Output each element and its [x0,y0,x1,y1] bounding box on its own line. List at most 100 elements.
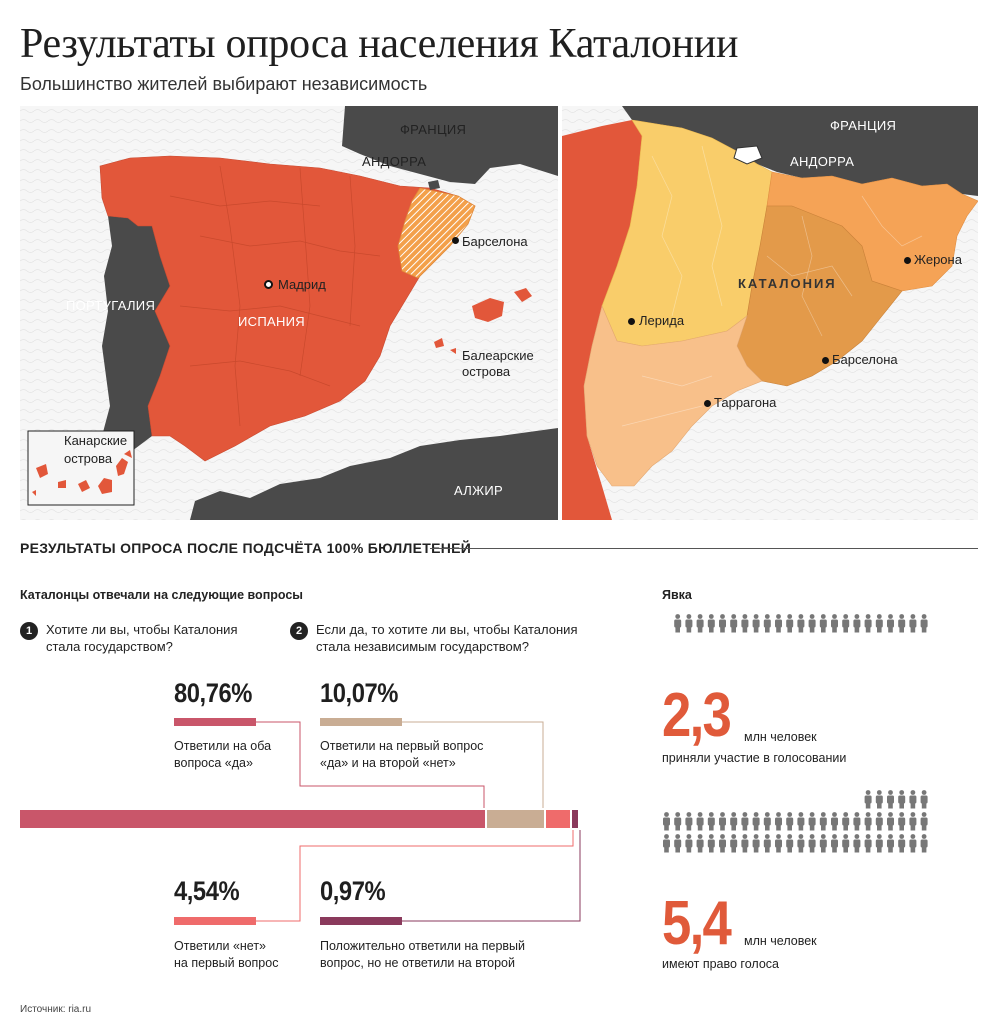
participated-number: 2,3 [662,681,732,750]
person-icon [853,812,861,831]
person-icon [663,834,670,853]
label-girona: Жерона [914,252,962,267]
andorra-shape-right [733,145,763,165]
person-icon [741,812,749,831]
person-icon [864,812,872,831]
person-icon [831,834,838,853]
person-icon [909,614,917,633]
label-madrid: Мадрид [278,277,326,292]
person-icon [898,790,906,809]
map-catalonia: ФРАНЦИЯ АНДОРРА КАТАЛОНИЯ Жерона Лерида … [562,106,978,520]
label-canary-1: Канарские [64,433,128,448]
participated-caption: приняли участие в голосовании [662,751,847,765]
person-icon [864,790,872,809]
label-andorra-right: АНДОРРА [790,154,855,169]
maps-area: ФРАНЦИЯ АНДОРРА Барселона Мадрид ИСПАНИЯ… [20,106,978,520]
label-barcelona-right: Барселона [832,352,898,367]
label-lleida: Лерида [639,313,685,328]
person-icon [875,812,883,831]
person-icon [864,614,872,633]
results-stacked-bar [20,810,580,828]
person-icon [763,834,771,853]
person-icon [707,834,715,853]
label-spain: ИСПАНИЯ [238,314,305,329]
city-dot-lleida [628,318,635,325]
bar-segment-1 [20,810,486,828]
portugal-shape [102,216,170,451]
person-icon [831,812,838,831]
person-icon [887,812,894,831]
label-barcelona-left: Барселона [462,234,528,249]
person-icon [887,790,894,809]
label-portugal: ПОРТУГАЛИЯ [66,298,156,313]
answer-1-percent: 80,76% [174,678,252,708]
balearic-islands [434,288,532,354]
answer-3-description: Ответили «нет» на первый вопрос [174,938,414,972]
question-1-number: 1 [20,622,38,640]
person-icon [730,812,738,831]
answer-3-line-1: Ответили «нет» [174,939,267,953]
person-icon [685,834,693,853]
person-icon [920,790,928,809]
question-1-line-2: стала государством? [46,639,173,654]
person-icon [875,790,883,809]
answer-3-swatch [174,917,256,925]
answer-4-description: Положительно ответили на первый вопрос, … [320,938,600,972]
question-2-number: 2 [290,622,308,640]
person-icon [898,812,906,831]
bar-segment-3 [546,810,571,828]
person-icon [786,812,794,831]
turnout-heading: Явка [662,588,692,602]
answer-2-line-1: Ответили на первый вопрос [320,739,484,753]
person-icon [853,834,861,853]
page-subtitle: Большинство жителей выбирают независимос… [20,74,428,94]
person-icon [719,614,726,633]
person-icon [696,614,704,633]
bar-segment-4 [572,810,578,828]
person-icon [752,834,760,853]
person-icon [719,812,726,831]
person-icon [663,812,670,831]
answer-4-swatch [320,917,402,925]
participated-unit: млн человек [744,730,817,744]
questions-heading: Каталонцы отвечали на следующие вопросы [20,588,303,602]
person-icon [875,834,883,853]
answer-4-line-1: Положительно ответили на первый [320,939,526,953]
person-icon [707,614,715,633]
person-icon [775,834,782,853]
person-icon [719,834,726,853]
question-2-line-1: Если да, то хотите ли вы, чтобы Каталони… [316,622,578,637]
map-catalonia-svg [562,106,978,520]
answer-2-description: Ответили на первый вопрос «да» и на втор… [320,738,560,772]
label-tarragona: Таррагона [714,395,777,410]
question-2-text: Если да, то хотите ли вы, чтобы Каталони… [316,621,636,655]
answer-3-percent: 4,54% [174,876,240,906]
answer-1-swatch [174,718,256,726]
person-icon [887,834,894,853]
person-icon [741,834,749,853]
person-icon [775,614,782,633]
france-shape-right [622,106,978,196]
answer-1-line-2: вопроса «да» [174,756,253,770]
canary-islands [32,450,132,496]
africa-shape [190,428,558,520]
label-france-right: ФРАНЦИЯ [830,118,897,133]
person-icon [674,834,682,853]
person-icon [898,834,906,853]
catalonia-shape [397,187,476,279]
person-icon [808,834,816,853]
person-icon [674,812,682,831]
label-catalonia: КАТАЛОНИЯ [738,276,837,291]
map-spain-svg [20,106,558,520]
answer-2-line-2: «да» и на второй «нет» [320,756,456,770]
eligible-people-icons [663,790,928,853]
person-icon [685,614,693,633]
question-1-line-1: Хотите ли вы, чтобы Каталония [46,622,238,637]
label-balearic-1: Балеарские [462,348,534,363]
person-icon [752,812,760,831]
eligible-caption: имеют право голоса [662,957,779,971]
andorra-shape [428,180,440,190]
person-icon [696,834,704,853]
label-algeria: АЛЖИР [454,483,504,498]
answer-1-description: Ответили на оба вопроса «да» [174,738,414,772]
